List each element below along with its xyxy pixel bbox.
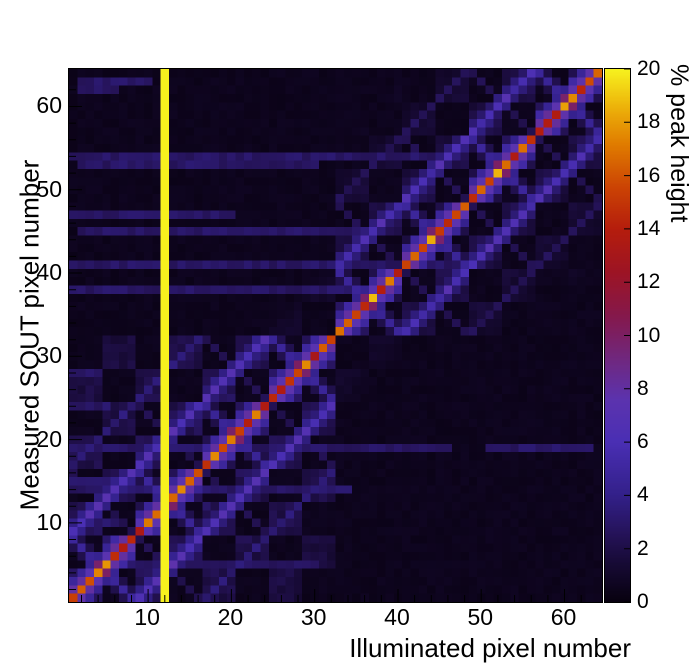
x-tick-label: 50 [467, 604, 494, 630]
x-tick-label: 60 [550, 604, 577, 630]
z-axis-title: % peak height [665, 64, 693, 223]
colorbar-gradient-canvas [605, 69, 630, 602]
colorbar-tick-label: 6 [637, 430, 649, 454]
y-tick-label: 20 [36, 425, 62, 452]
x-axis-title: Illuminated pixel number [349, 633, 631, 663]
colorbar-tick-label: 12 [637, 270, 661, 294]
plot-area [68, 68, 603, 603]
colorbar-tick-label: 20 [637, 57, 661, 80]
heatmap-canvas [69, 69, 602, 602]
y-tick-label: 50 [36, 175, 62, 202]
y-tick-label: 30 [36, 342, 62, 369]
x-tick-label: 10 [134, 604, 160, 630]
y-axis-title: Measured SOUT pixel number [14, 159, 45, 511]
colorbar-tick-label: 2 [637, 536, 649, 560]
colorbar-tick-label: 16 [637, 163, 661, 187]
colorbar-tick-label: 0 [637, 590, 649, 613]
x-tick-label: 20 [217, 604, 244, 630]
y-tick-label: 10 [36, 508, 62, 535]
colorbar-tick-label: 10 [637, 323, 661, 347]
colorbar-tick-label: 4 [637, 483, 649, 507]
colorbar-tick-label: 14 [637, 216, 661, 240]
colorbar [604, 68, 631, 603]
colorbar-tick-label: 8 [637, 376, 649, 400]
colorbar-tick-label: 18 [637, 110, 661, 134]
y-tick-label: 60 [36, 92, 62, 119]
y-tick-label: 40 [36, 259, 62, 286]
x-tick-label: 40 [384, 604, 410, 630]
x-tick-label: 30 [300, 604, 327, 630]
